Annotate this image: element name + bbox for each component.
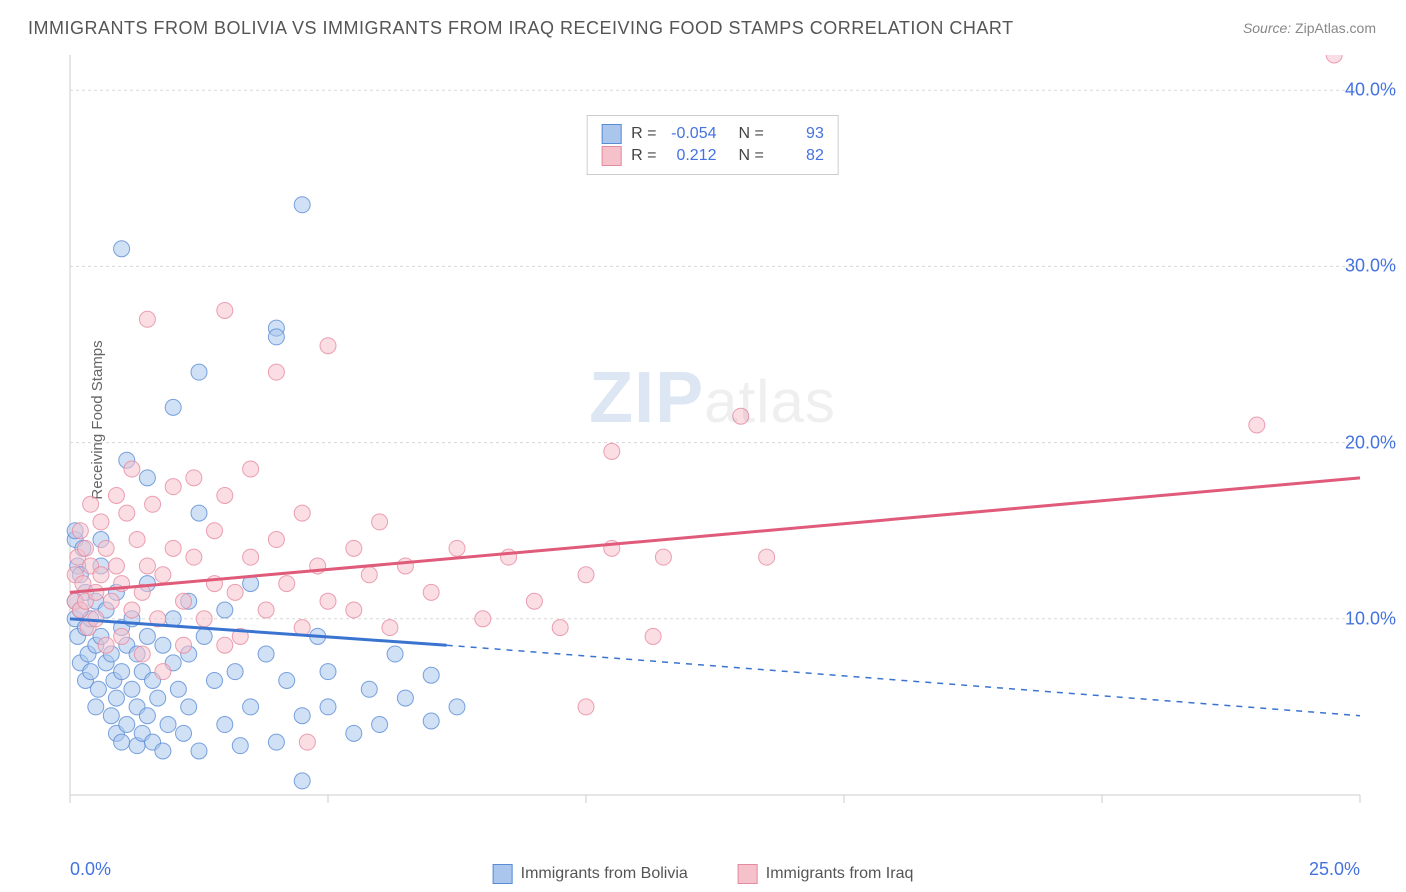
legend-item: Immigrants from Bolivia <box>493 864 688 884</box>
source-value: ZipAtlas.com <box>1295 20 1376 36</box>
r-label: R = <box>631 147 656 165</box>
source-attribution: Source: ZipAtlas.com <box>1243 20 1376 36</box>
legend-swatch <box>601 124 621 144</box>
legend-label: Immigrants from Bolivia <box>521 865 688 883</box>
n-value: 93 <box>774 125 824 143</box>
correlation-legend: R = -0.054 N = 93 R = 0.212 N = 82 <box>586 115 839 175</box>
y-tick-label: 20.0% <box>1345 432 1396 453</box>
y-tick-label: 40.0% <box>1345 80 1396 101</box>
n-label: N = <box>739 125 764 143</box>
chart-title: IMMIGRANTS FROM BOLIVIA VS IMMIGRANTS FR… <box>28 18 1014 39</box>
chart-area: ZIPatlas R =-0.054N =93R =0.212N =82 <box>55 55 1370 835</box>
n-value: 82 <box>774 147 824 165</box>
y-tick-label: 10.0% <box>1345 608 1396 629</box>
legend-swatch <box>493 864 513 884</box>
series-legend: Immigrants from Bolivia Immigrants from I… <box>493 864 914 884</box>
legend-row: R = -0.054 N = 93 <box>601 124 824 144</box>
r-label: R = <box>631 125 656 143</box>
source-label: Source: <box>1243 20 1291 36</box>
x-tick-label: 0.0% <box>70 859 111 880</box>
legend-item: Immigrants from Iraq <box>738 864 914 884</box>
legend-label: Immigrants from Iraq <box>766 865 914 883</box>
r-value: 0.212 <box>667 147 717 165</box>
n-label: N = <box>739 147 764 165</box>
x-tick-label: 25.0% <box>1309 859 1360 880</box>
legend-swatch <box>738 864 758 884</box>
y-tick-label: 30.0% <box>1345 256 1396 277</box>
legend-row: R = 0.212 N = 82 <box>601 146 824 166</box>
r-value: -0.054 <box>667 125 717 143</box>
legend-swatch <box>601 146 621 166</box>
